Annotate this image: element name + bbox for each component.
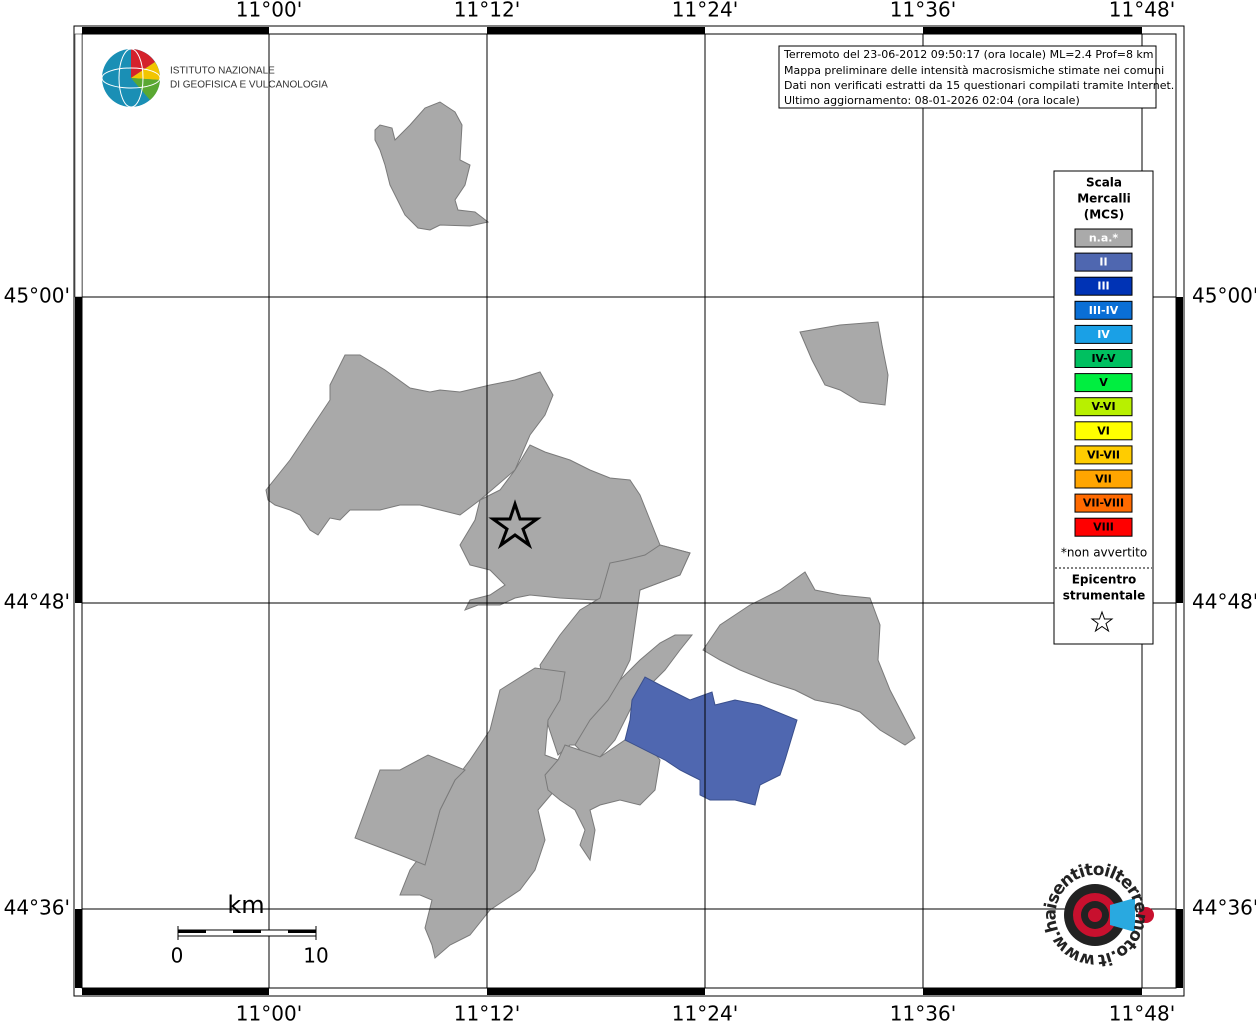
legend-label: III: [1097, 280, 1109, 293]
info-box: Terremoto del 23-06-2012 09:50:17 (ora l…: [778, 45, 1174, 109]
legend-swatch: [1074, 349, 1133, 368]
legend-swatch: [1074, 252, 1133, 272]
lon-label: 11°12': [454, 1002, 520, 1024]
scale-unit: km: [227, 891, 264, 919]
frame-bar: [82, 988, 269, 995]
institute-name: ISTITUTO NAZIONALE: [170, 66, 275, 77]
scale-segment: [288, 930, 316, 933]
legend-label: IV-V: [1091, 352, 1116, 365]
lat-label: 44°48': [1192, 590, 1256, 614]
frame-bar: [487, 27, 705, 34]
lon-label: 11°36': [890, 1002, 956, 1024]
site-logo-dot: [1138, 907, 1154, 923]
info-box-frame: [778, 45, 1157, 109]
lat-label: 44°36': [1192, 896, 1256, 920]
legend-label: VIII: [1093, 521, 1114, 534]
site-logo: www.haisentitoilterremoto.it: [1040, 860, 1154, 971]
municipality: [544, 734, 661, 862]
lat-label: 44°36': [4, 896, 70, 920]
info-line: Mappa preliminare delle intensità macros…: [784, 64, 1164, 77]
legend-note: *non avvertito: [1061, 546, 1147, 560]
legend-title: Scala: [1086, 176, 1122, 190]
scale-segment: [178, 930, 206, 933]
legend-swatch: [1074, 445, 1133, 465]
municipalities: [265, 101, 916, 959]
lat-label: 45°00': [1192, 284, 1256, 308]
lon-label: 11°48': [1109, 0, 1175, 22]
site-logo-ring: [1088, 908, 1102, 922]
legend-swatch: [1074, 228, 1133, 248]
legend-label: IV: [1097, 328, 1110, 341]
legend-label: VI: [1097, 424, 1110, 437]
lon-label: 11°36': [890, 0, 956, 22]
legend-epicenter: Epicentro: [1072, 573, 1137, 587]
frame-bar: [487, 988, 705, 995]
lon-label: 11°00': [236, 1002, 302, 1024]
frame-bar: [82, 27, 269, 34]
frame-bar: [1176, 297, 1183, 603]
legend-swatch: [1074, 493, 1133, 513]
municipality: [702, 571, 916, 746]
legend-swatch: [1074, 276, 1133, 296]
frame-bar: [1176, 909, 1183, 988]
legend-label: III-IV: [1089, 304, 1119, 317]
site-logo-horn: [1110, 898, 1135, 932]
scale-label: 10: [303, 944, 328, 968]
info-line: Terremoto del 23-06-2012 09:50:17 (ora l…: [783, 48, 1154, 61]
legend-epicenter: strumentale: [1063, 589, 1146, 603]
lon-label: 11°24': [672, 1002, 738, 1024]
legend-label: VI-VII: [1087, 448, 1120, 461]
legend-swatch: [1074, 324, 1133, 344]
municipality: [354, 754, 466, 866]
frame-bar: [923, 27, 1142, 34]
logo-line: [118, 48, 144, 108]
legend-swatch: [1074, 421, 1133, 441]
lon-label: 11°48': [1109, 1002, 1175, 1024]
municipality: [265, 354, 554, 536]
info-line: Ultimo aggiornamento: 08-01-2026 02:04 (…: [784, 94, 1080, 107]
legend-swatch: [1074, 300, 1133, 320]
legend-title: (MCS): [1084, 208, 1125, 222]
lat-label: 45°00': [4, 284, 70, 308]
legend-swatch: [1074, 397, 1133, 417]
lon-label: 11°12': [454, 0, 520, 22]
ingv-logo: ISTITUTO NAZIONALE DI GEOFISICA E VULCAN…: [101, 48, 328, 108]
legend-label: VII-VIII: [1083, 497, 1124, 510]
legend-label: V-VI: [1091, 400, 1115, 413]
logo-line: [101, 67, 161, 89]
municipality: [374, 101, 490, 231]
legend-star: [1090, 610, 1114, 633]
legend: Scala Mercalli (MCS) *non avvertito Epic…: [1053, 170, 1154, 645]
scale-label: 0: [171, 944, 184, 968]
frame-bar: [75, 297, 82, 603]
legend-label: II: [1099, 256, 1107, 269]
legend-label: V: [1099, 376, 1108, 389]
frame-bar: [75, 909, 82, 988]
municipality: [799, 321, 889, 406]
frame-bar: [74, 33, 83, 298]
lat-label: 44°48': [4, 590, 70, 614]
municipality-intensity-ii: [624, 676, 798, 806]
municipality: [574, 634, 694, 758]
lon-label: 11°24': [672, 0, 738, 22]
logo-segment: [131, 49, 155, 78]
institute-name: DI GEOFISICA E VULCANOLOGIA: [170, 80, 328, 91]
legend-swatch: [1074, 517, 1133, 537]
legend-label: VII: [1095, 473, 1112, 486]
legend-label: n.a.*: [1089, 232, 1119, 245]
legend-title: Mercalli: [1077, 192, 1131, 206]
epicenter-star: [488, 499, 542, 550]
legend-swatch: [1074, 373, 1133, 393]
logo-segment: [131, 62, 161, 80]
lon-label: 11°00': [236, 0, 302, 22]
frame-bar: [923, 988, 1142, 995]
scale-bar: km 0 10: [171, 891, 329, 968]
legend-swatch: [1074, 469, 1133, 489]
scale-segment: [233, 930, 261, 933]
logo-segment: [131, 78, 160, 100]
info-line: Dati non verificati estratti da 15 quest…: [784, 79, 1174, 92]
